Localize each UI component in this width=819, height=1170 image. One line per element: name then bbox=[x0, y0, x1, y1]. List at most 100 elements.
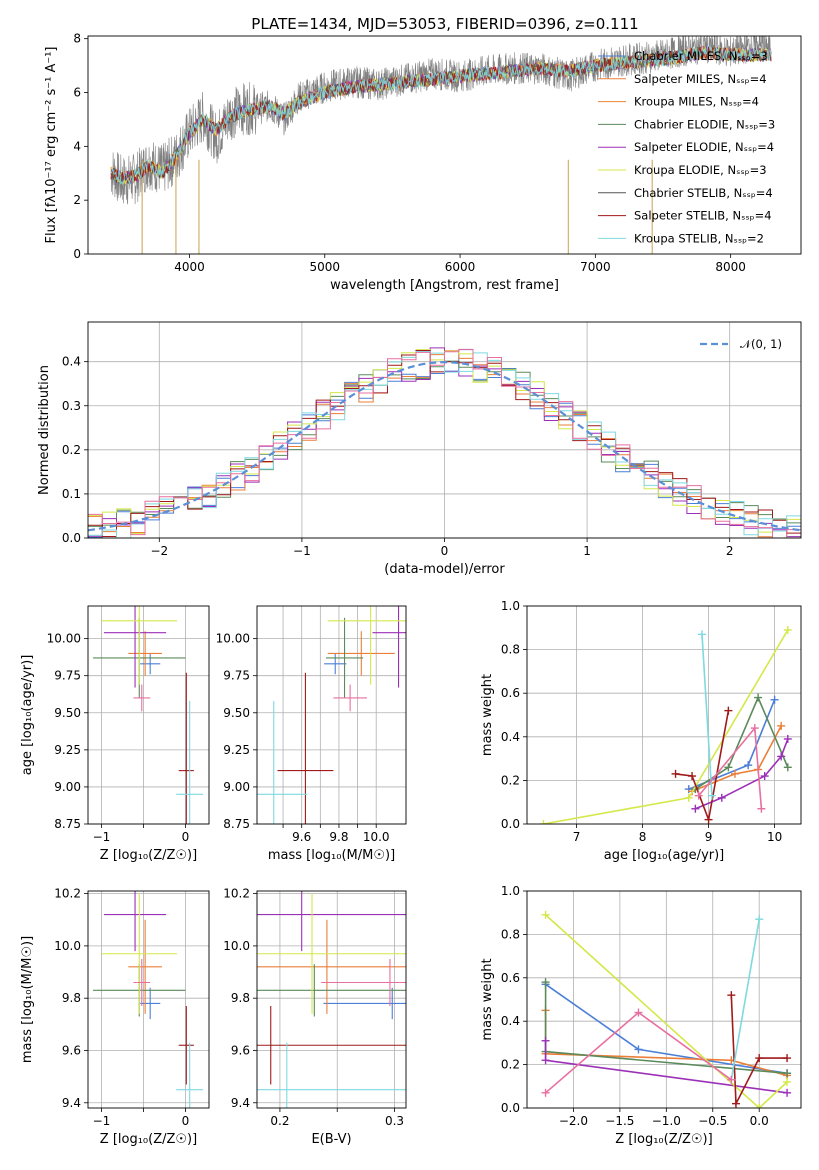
y-tick-label: 9.25 bbox=[223, 743, 250, 757]
y-tick-label: 9.8 bbox=[62, 991, 81, 1005]
y-tick-label: 0.0 bbox=[501, 817, 520, 831]
y-tick-label: 10.0 bbox=[54, 939, 81, 953]
x-axis-label: mass [log₁₀(M/M☉)] bbox=[268, 848, 395, 863]
axes-frame bbox=[526, 890, 802, 1109]
x-tick-label: −0.5 bbox=[698, 1114, 727, 1128]
weights-plot-area bbox=[541, 910, 792, 1108]
spectrum-panel: 4000 5000 6000 7000 8000 0 2 4 6 8 wavelength [Ang… bbox=[44, 32, 802, 293]
weight-line bbox=[730, 995, 788, 1107]
y-tick-label: 9.6 bbox=[62, 1043, 81, 1057]
y-tick-label: 9.50 bbox=[223, 706, 250, 720]
legend-entry: Kroupa STELIB, Nₛₛₚ=2 bbox=[634, 231, 764, 245]
model-spectrum-line bbox=[110, 45, 772, 186]
legend-entry: Salpeter STELIB, Nₛₛₚ=4 bbox=[634, 209, 772, 223]
x-tick-label: 9 bbox=[705, 830, 713, 844]
spectrum-legend: Chabrier MILES, Nₛₛₚ=3 Salpeter MILES, Nₛ… bbox=[598, 49, 775, 245]
y-tick-label: 0.0 bbox=[501, 1101, 520, 1115]
y-tick-label: 8 bbox=[73, 32, 81, 46]
y-tick-label: 9.4 bbox=[62, 1096, 81, 1110]
x-tick-label: 0.3 bbox=[385, 1114, 404, 1128]
x-tick-label: −1 bbox=[93, 1114, 111, 1128]
y-tick-label: 1.0 bbox=[501, 599, 520, 613]
axes-frame bbox=[256, 890, 407, 1109]
age-vs-mass-panel: 9.6 9.8 10.0 8.75 9.00 9.25 9.50 9.75 10.00 mass … bbox=[216, 605, 407, 863]
x-tick-label: 10.0 bbox=[363, 830, 390, 844]
x-axis-label: wavelength [Angstrom, rest frame] bbox=[330, 278, 559, 293]
y-tick-label: 1.0 bbox=[501, 884, 520, 898]
y-tick-label: 2 bbox=[73, 193, 81, 207]
legend-entry: Salpeter ELODIE, Nₛₛₚ=4 bbox=[634, 140, 774, 154]
x-axis-label: Z [log₁₀(Z/Z☉)] bbox=[100, 848, 197, 863]
y-tick-label: 6 bbox=[73, 86, 81, 100]
weight-line bbox=[691, 725, 782, 793]
errorbar-plot-area bbox=[257, 891, 406, 1108]
weight-line bbox=[545, 914, 788, 1108]
weight-line bbox=[694, 695, 789, 790]
x-axis-label: Z [log₁₀(Z/Z☉)] bbox=[100, 1132, 197, 1147]
residual-histogram-panel: −2 −1 0 1 2 0.0 0.1 0.2 0.3 0.4 (data-model)/error… bbox=[37, 321, 802, 577]
x-tick-label: 2 bbox=[726, 544, 734, 558]
y-tick-label: 0.6 bbox=[501, 686, 520, 700]
y-tick-label: 8.75 bbox=[54, 817, 81, 831]
x-axis-label: Z [log₁₀(Z/Z☉)] bbox=[615, 1132, 712, 1147]
normal-curve bbox=[88, 360, 801, 532]
y-tick-label: 8.75 bbox=[223, 817, 250, 831]
weight-line bbox=[701, 634, 713, 796]
histogram-step bbox=[88, 348, 801, 538]
y-tick-label: 9.00 bbox=[223, 780, 250, 794]
x-tick-label: −1.5 bbox=[605, 1114, 634, 1128]
hist-plot-area bbox=[88, 347, 801, 538]
y-axis-label: age [log₁₀(age/yr)] bbox=[20, 655, 35, 776]
mass-weight-vs-metallicity-panel: −2.0 −1.5 −1.0 −0.5 0.0 0.0 0.2 0.4 0.6 0.8 1.0 Z [… bbox=[480, 884, 802, 1147]
axes-frame bbox=[87, 605, 210, 825]
x-tick-label: 0 bbox=[441, 544, 449, 558]
axes-frame bbox=[256, 605, 407, 825]
x-tick-label: 0.0 bbox=[750, 1114, 769, 1128]
x-tick-label: −1.0 bbox=[652, 1114, 681, 1128]
figure-title: PLATE=1434, MJD=53053, FIBERID=0396, z=0… bbox=[251, 15, 638, 33]
x-tick-label: 9.8 bbox=[329, 830, 348, 844]
age-vs-metallicity-panel: −1 0 8.75 9.00 9.25 9.50 9.75 10.00 Z [log₁₀(Z/Z… bbox=[20, 605, 210, 863]
x-tick-label: 0 bbox=[182, 830, 190, 844]
legend-entry: Salpeter MILES, Nₛₛₚ=4 bbox=[634, 72, 767, 86]
spectrum-plot-area bbox=[110, 36, 772, 254]
y-tick-label: 9.75 bbox=[54, 669, 81, 683]
x-tick-label: 9.6 bbox=[292, 830, 311, 844]
x-tick-label: 10 bbox=[767, 830, 782, 844]
weight-line bbox=[543, 629, 789, 824]
y-tick-label: 9.6 bbox=[231, 1043, 250, 1057]
legend-entry: Chabrier MILES, Nₛₛₚ=3 bbox=[634, 49, 768, 63]
y-axis-label: mass [log₁₀(M/M☉)] bbox=[20, 936, 35, 1063]
x-tick-label: 1 bbox=[583, 544, 591, 558]
x-axis-label: age [log₁₀(age/yr)] bbox=[604, 848, 725, 863]
x-tick-label: −1 bbox=[293, 544, 311, 558]
y-tick-label: 0.2 bbox=[62, 443, 81, 457]
legend-entry: Chabrier ELODIE, Nₛₛₚ=3 bbox=[634, 117, 775, 131]
weight-line bbox=[675, 710, 730, 823]
y-tick-label: 10.00 bbox=[216, 632, 250, 646]
y-tick-label: 4 bbox=[73, 139, 81, 153]
y-tick-label: 0.3 bbox=[62, 399, 81, 413]
axes-frame bbox=[87, 890, 210, 1109]
y-tick-label: 0.8 bbox=[501, 643, 520, 657]
x-tick-label: 0 bbox=[182, 1114, 190, 1128]
y-tick-label: 0.1 bbox=[62, 487, 81, 501]
y-tick-label: 0.2 bbox=[501, 773, 520, 787]
x-tick-label: −1 bbox=[93, 830, 111, 844]
y-axis-label: mass weight bbox=[480, 958, 495, 1040]
y-tick-label: 0.8 bbox=[501, 927, 520, 941]
legend-entry: Kroupa ELODIE, Nₛₛₚ=3 bbox=[634, 163, 767, 177]
y-axis-label: Flux [fλ10⁻¹⁷ erg cm⁻² s⁻¹ A⁻¹] bbox=[44, 47, 59, 244]
weight-line bbox=[730, 919, 760, 1080]
y-tick-label: 9.25 bbox=[54, 743, 81, 757]
errorbar-plot-area bbox=[257, 606, 406, 824]
y-tick-label: 9.00 bbox=[54, 780, 81, 794]
x-tick-label: 7000 bbox=[580, 260, 611, 274]
x-tick-label: 5000 bbox=[309, 260, 340, 274]
legend-entry: Chabrier STELIB, Nₛₛₚ=4 bbox=[634, 186, 773, 200]
y-axis-label: Normed distribution bbox=[37, 365, 52, 495]
x-tick-label: 7 bbox=[573, 830, 581, 844]
y-tick-label: 0.4 bbox=[501, 1014, 520, 1028]
y-tick-label: 0.4 bbox=[62, 355, 81, 369]
y-tick-label: 0.6 bbox=[501, 971, 520, 985]
